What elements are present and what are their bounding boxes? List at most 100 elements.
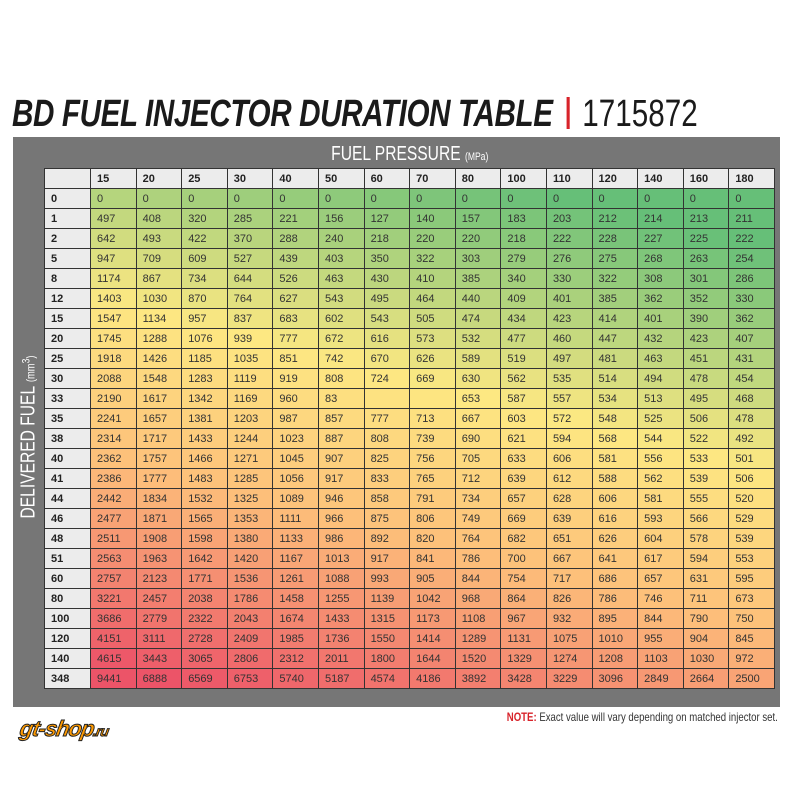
data-cell: 221 (272, 208, 319, 229)
data-cell: 604 (637, 528, 684, 549)
data-cell: 2409 (226, 628, 274, 649)
data-cell: 734 (181, 268, 228, 289)
data-cell: 669 (500, 508, 547, 529)
data-cell: 2806 (226, 648, 274, 669)
data-cell: 4151 (90, 628, 137, 649)
data-cell: 892 (363, 528, 411, 549)
data-cell: 556 (637, 448, 684, 469)
data-cell: 463 (317, 268, 365, 289)
watermark-text: gt-shop (17, 716, 96, 742)
data-cell: 1426 (135, 348, 183, 369)
data-cell: 986 (317, 528, 365, 549)
data-cell: 0 (682, 188, 730, 209)
data-cell: 535 (545, 368, 593, 389)
data-cell: 1244 (226, 428, 274, 449)
data-cell: 2088 (90, 368, 137, 389)
data-cell: 454 (728, 368, 775, 389)
data-cell: 631 (682, 568, 730, 589)
data-cell: 385 (454, 268, 502, 289)
data-cell: 140 (409, 208, 456, 229)
data-cell: 1271 (226, 448, 274, 469)
data-cell: 2728 (181, 628, 228, 649)
data-cell: 5187 (317, 668, 365, 689)
data-cell: 407 (728, 328, 775, 349)
column-header: 120 (591, 168, 639, 189)
data-cell: 717 (545, 568, 593, 589)
data-cell: 83 (317, 388, 365, 409)
data-cell: 222 (545, 228, 593, 249)
data-cell: 288 (272, 228, 319, 249)
data-cell: 478 (682, 368, 730, 389)
data-cell: 581 (591, 448, 639, 469)
data-cell: 837 (226, 308, 274, 329)
data-cell: 0 (135, 188, 183, 209)
title-separator (566, 97, 570, 129)
data-cell: 544 (637, 428, 684, 449)
table-row: 1 497 408 320 285 221 156 127 140 157 183 203 212 214… (44, 208, 775, 229)
y-axis-label: DELIVERED FUEL (17, 386, 39, 519)
data-cell: 573 (409, 328, 456, 349)
data-cell: 1173 (409, 608, 456, 629)
table-row: 120 4151 3111 2728 2409 1985 1736 1550 1414 1289 1… (44, 628, 775, 649)
data-cell: 993 (363, 568, 411, 589)
data-cell: 764 (454, 528, 502, 549)
data-cell: 845 (728, 628, 775, 649)
data-cell: 875 (363, 508, 411, 529)
column-header: 70 (409, 168, 456, 189)
data-cell: 478 (728, 408, 775, 429)
data-cell: 213 (682, 208, 730, 229)
data-cell: 2362 (90, 448, 137, 469)
data-cell: 9441 (90, 668, 137, 689)
data-cell: 2779 (135, 608, 183, 629)
data-cell: 1674 (272, 608, 319, 629)
data-cell: 602 (317, 308, 365, 329)
data-cell: 1342 (181, 388, 228, 409)
data-cell: 1042 (409, 588, 456, 609)
data-cell: 254 (728, 248, 775, 269)
data-cell: 595 (728, 568, 775, 589)
data-cell: 447 (591, 328, 639, 349)
data-cell: 1329 (500, 648, 547, 669)
data-cell: 434 (500, 308, 547, 329)
row-header: 30 (44, 368, 91, 389)
data-cell: 734 (454, 488, 502, 509)
page-title: BD FUEL INJECTOR DURATION TABLE 1715872 (12, 93, 698, 137)
row-header: 0 (44, 188, 91, 209)
data-cell: 539 (728, 528, 775, 549)
data-cell: 6888 (135, 668, 183, 689)
row-header: 33 (44, 388, 91, 409)
data-cell: 1466 (181, 448, 228, 469)
column-header: 30 (226, 168, 274, 189)
data-cell: 532 (454, 328, 502, 349)
data-cell: 955 (637, 628, 684, 649)
data-cell: 268 (637, 248, 684, 269)
row-header: 12 (44, 288, 91, 309)
data-cell: 4186 (409, 668, 456, 689)
data-cell: 1536 (226, 568, 274, 589)
data-cell: 1433 (181, 428, 228, 449)
data-cell: 2563 (90, 548, 137, 569)
data-cell: 1353 (226, 508, 274, 529)
table-row: 33 2190 1617 1342 1169 960 83 653 587 557 534 513 49… (44, 388, 775, 409)
data-cell: 826 (545, 588, 593, 609)
data-cell: 1185 (181, 348, 228, 369)
data-cell: 2241 (90, 408, 137, 429)
data-cell: 4615 (90, 648, 137, 669)
data-cell: 669 (409, 368, 456, 389)
data-cell: 606 (591, 488, 639, 509)
data-cell: 621 (500, 428, 547, 449)
data-cell: 548 (591, 408, 639, 429)
data-cell: 1871 (135, 508, 183, 529)
data-cell: 2457 (135, 588, 183, 609)
table-row: 41 2386 1777 1483 1285 1056 917 833 765 712 639 612… (44, 468, 775, 489)
data-cell: 616 (363, 328, 411, 349)
data-cell: 1203 (226, 408, 274, 429)
data-cell: 240 (317, 228, 365, 249)
data-cell: 960 (272, 388, 319, 409)
data-cell: 724 (363, 368, 411, 389)
data-cell: 495 (363, 288, 411, 309)
data-cell: 603 (500, 408, 547, 429)
data-cell: 857 (317, 408, 365, 429)
data-cell: 6569 (181, 668, 228, 689)
data-cell: 2038 (181, 588, 228, 609)
